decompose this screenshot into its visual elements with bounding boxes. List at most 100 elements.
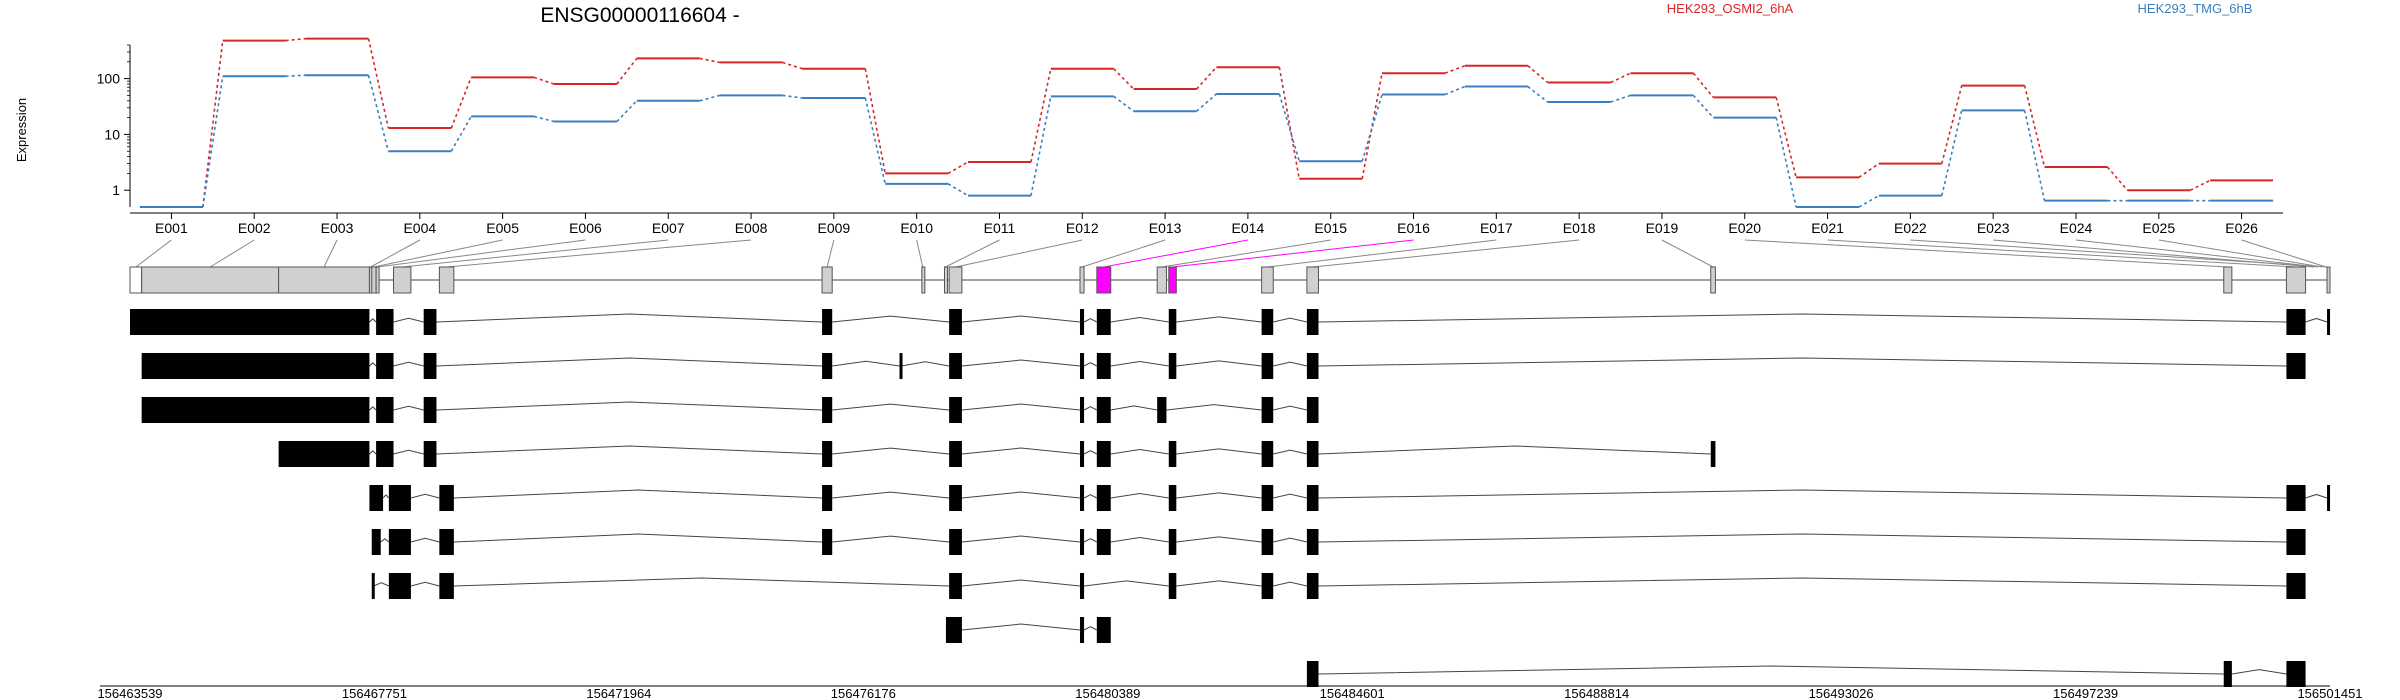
transcript-exon <box>1168 529 1177 555</box>
series-connector <box>202 40 224 208</box>
intron <box>436 401 823 411</box>
x-tick-label-E017: E017 <box>1480 220 1513 236</box>
coord-tick-label: 156484601 <box>1320 686 1385 700</box>
transcript-exon <box>949 441 962 467</box>
transcript-exon <box>2327 309 2331 335</box>
transcript-exon <box>1261 529 1274 555</box>
intron <box>1273 537 1308 543</box>
series-connector <box>1941 85 1963 164</box>
legend-label-series-1: HEK293_OSMI2_6hA <box>1667 1 1794 16</box>
series-connector <box>533 115 555 123</box>
transcript-exon <box>1168 353 1177 379</box>
series-connector <box>1113 68 1135 90</box>
series-connector <box>1030 68 1052 163</box>
transcript-exon <box>2327 485 2331 511</box>
series-connector <box>1196 93 1217 112</box>
transcript-exon <box>439 573 454 599</box>
plot-title: ENSG00000116604 - <box>540 4 739 27</box>
connector-E025 <box>2158 239 2323 268</box>
series-connector <box>1692 94 1714 119</box>
transcript-exon <box>1306 309 1319 335</box>
exon-bin-axis: E001 E002 E003 E004 E005 E006 E007 E008 E009 E010… <box>130 212 2283 236</box>
transcript-exon <box>423 397 437 423</box>
transcript-exon <box>1168 573 1177 599</box>
series-connector <box>699 94 720 102</box>
series-connector <box>1527 65 1549 84</box>
transcript-exon <box>1157 397 1167 423</box>
connector-E005 <box>373 239 503 268</box>
intron <box>961 579 1081 587</box>
connector-E004 <box>370 239 421 268</box>
intron <box>1318 665 2224 675</box>
intron <box>369 450 377 455</box>
connector-E012 <box>955 239 1083 268</box>
exon-bin-E002 <box>141 266 280 294</box>
connector-E006 <box>377 239 586 268</box>
transcript-exon <box>141 353 370 379</box>
series-connector <box>1195 66 1218 90</box>
intron <box>832 403 950 411</box>
transcript-exon <box>388 573 411 599</box>
coord-tick-label: 156463539 <box>97 686 162 700</box>
transcript-exon <box>2286 485 2306 511</box>
intron <box>1318 533 2287 543</box>
transcript-exon <box>388 485 411 511</box>
intron <box>1110 405 1158 411</box>
x-tick-label-E020: E020 <box>1728 220 1761 236</box>
connector-E016 <box>1172 239 1414 268</box>
y-tick-label-100: 100 <box>97 71 121 87</box>
intron <box>436 445 823 455</box>
connector-E015 <box>1161 239 1331 268</box>
transcript-exon <box>1261 397 1274 423</box>
series-connector <box>947 183 969 197</box>
x-tick-label-E024: E024 <box>2060 220 2093 236</box>
series-connector <box>1775 97 1797 178</box>
intron <box>1273 581 1308 587</box>
intron <box>1176 360 1262 367</box>
connector-E013 <box>1081 239 1166 268</box>
exon-bin-E012 <box>948 266 963 294</box>
connector-E001 <box>135 239 172 268</box>
intron <box>369 362 377 367</box>
series-connector <box>1030 96 1052 196</box>
intron <box>1110 537 1169 543</box>
connector-E007 <box>402 239 669 268</box>
intron <box>961 447 1081 455</box>
transcript-exon <box>822 397 833 423</box>
intron <box>1083 406 1098 411</box>
x-tick-label-E019: E019 <box>1646 220 1679 236</box>
coord-tick-label: 156471964 <box>586 686 651 700</box>
coord-tick-label: 156488814 <box>1564 686 1629 700</box>
transcript-exon <box>949 397 962 423</box>
x-tick-label-E013: E013 <box>1149 220 1182 236</box>
intron <box>1083 318 1098 323</box>
transcript-5 <box>369 485 2331 511</box>
series-connector <box>1692 72 1714 98</box>
series-connector <box>782 94 803 99</box>
coord-tick-label: 156497239 <box>2053 686 2118 700</box>
exon-connector-layer <box>135 239 2329 268</box>
transcript-exon <box>1710 441 1716 467</box>
connector-E002 <box>209 239 255 268</box>
coord-tick-label: 156493026 <box>1809 686 1874 700</box>
coord-tick-label: 156476176 <box>831 686 896 700</box>
series-2 <box>139 74 2274 208</box>
intron <box>1176 580 1262 587</box>
exon-bin-E022 <box>2326 266 2331 294</box>
intron <box>1110 449 1169 455</box>
x-tick-label-E012: E012 <box>1066 220 1099 236</box>
intron <box>1318 357 2287 367</box>
intron <box>1273 493 1308 499</box>
transcript-exon <box>439 485 454 511</box>
intron <box>382 494 390 499</box>
x-tick-label-E025: E025 <box>2142 220 2175 236</box>
exon-bin-E009 <box>821 266 833 294</box>
transcript-exon <box>130 309 370 335</box>
transcript-exon <box>141 397 370 423</box>
intron <box>1084 580 1169 587</box>
connector-E003 <box>323 239 338 268</box>
intron <box>2231 669 2287 675</box>
exon-bin-E017 <box>1261 266 1274 294</box>
intron <box>380 538 390 543</box>
transcript-exon <box>1096 353 1111 379</box>
